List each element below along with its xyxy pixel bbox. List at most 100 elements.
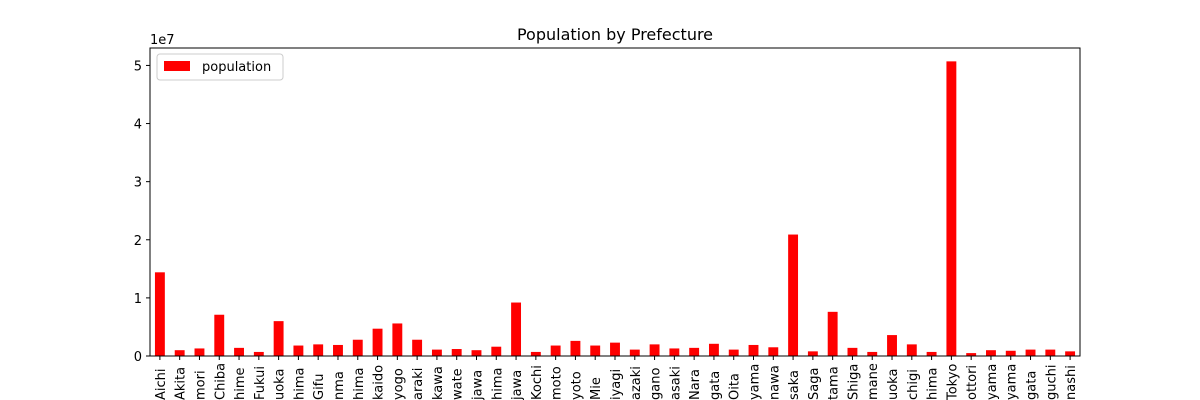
bar-tokyo [946,61,957,357]
bar-kagawa [471,350,482,356]
legend-label-population: population [202,60,271,75]
bar-iwate [451,349,462,356]
x-tick-label-saga: Saga [807,368,822,400]
y-tick-label: 3 [134,176,142,191]
x-tick-label-okinawa: nawa [767,365,782,400]
x-tick-label-aichi: Aichi [154,368,169,400]
x-tick-label-shizuoka: uoka [886,369,901,400]
x-tick-label-saitama: tama [827,366,842,400]
x-tick-label-fukushima: hima [292,368,307,400]
bar-ishikawa [431,349,442,356]
x-tick-label-osaka: saka [787,370,802,400]
bar-tochigi [906,344,917,356]
bar-hiroshima [352,339,363,356]
x-tick-label-niigata: gata [708,371,723,400]
x-tick-label-nagasaki: asaki [668,366,683,400]
y-axis-offset-label: 1e7 [150,33,175,48]
bar-miyagi [610,342,620,356]
x-tick-label-kochi: Kochi [530,365,545,400]
bar-kagoshima [491,346,502,356]
bar-fukuoka [273,321,284,356]
bar-shiga [847,347,858,356]
bar-aomori [194,348,205,356]
bar-saitama [827,311,838,356]
x-tick-label-tottori: ottori [965,365,980,400]
x-tick-label-tokushima: hima [926,368,941,400]
plot-frame [149,47,1081,357]
bar-nagasaki [669,348,680,356]
x-tick-label-ibaraki: araki [411,368,426,400]
y-tick-label: 2 [134,234,142,249]
x-tick-label-tokyo: Tokyo [945,364,960,400]
bar-niigata [708,343,719,356]
bar-shizuoka [887,335,897,356]
x-tick-label-miyagi: iyagi [609,369,624,400]
x-tick-label-akita: Akita [174,367,189,400]
x-tick-label-yamaguchi: guchi [1044,365,1059,400]
x-tick-label-gifu: Gifu [312,373,327,400]
bar-ibaraki [412,339,423,356]
y-tick-label: 5 [134,59,142,74]
x-tick-label-kumamoto: moto [550,366,565,400]
x-tick-label-tochigi: chigi [906,369,921,400]
legend-box [156,53,284,81]
x-tick-label-hokkaido: kaido [372,365,387,400]
bar-tokushima [926,351,937,356]
x-tick-label-okayama: yama [748,364,763,400]
bar-okayama [748,344,759,356]
bar-miyazaki [629,349,640,356]
bar-okinawa [768,347,779,356]
bar-yamanashi [1065,351,1076,356]
bar-hyogo [392,323,403,356]
x-tick-label-aomori: mori [193,370,208,400]
y-tick-label: 0 [134,350,142,365]
bar-oita [728,349,739,356]
legend-swatch-population [164,61,190,71]
bar-nara [689,347,700,356]
x-tick-label-iwate: wate [451,368,466,400]
x-tick-label-yamanashi: nashi [1064,365,1079,400]
bar-shimane [867,351,878,356]
x-tick-label-fukui: Fukui [253,366,268,400]
x-tick-label-wakayama: yama [1005,364,1020,400]
x-tick-label-fukuoka: uoka [273,369,288,400]
bar-kochi [530,351,541,356]
bar-mie [590,345,601,356]
x-tick-label-kyoto: yoto [569,371,584,400]
x-tick-label-toyama: yama [985,364,1000,400]
bar-toyama [986,350,996,356]
bar-ehime [234,347,244,356]
x-tick-label-shiga: Shiga [846,364,861,400]
bar-saga [807,351,818,356]
x-tick-label-chiba: Chiba [213,363,228,400]
bar-osaka [788,234,799,356]
bar-nagano [649,344,660,356]
bar-tottori [966,353,977,356]
x-tick-label-shimane: mane [866,363,881,400]
bar-fukui [253,351,264,356]
bars-group [154,61,1076,357]
y-axis: 0 1 2 3 4 5 [134,59,150,365]
x-tick-label-kanagawa: jawa [510,370,525,400]
x-tick-label-mie: Mie [589,377,604,400]
x-tick-label-hiroshima: hima [352,368,367,400]
y-tick-label: 4 [134,118,142,133]
x-tick-label-hyogo: yogo [391,368,406,400]
x-tick-label-nara: Nara [688,369,703,400]
bar-yamaguchi [1045,349,1056,356]
bar-chiba [214,314,225,356]
x-tick-label-gunma: nma [332,371,347,400]
bar-wakayama [1005,350,1016,356]
legend: population [156,53,284,81]
bar-gifu [313,344,324,356]
x-axis: Aichi Akita mori Chiba hime Fukui uoka hima Gifu… [154,356,1079,400]
bar-fukushima [293,345,304,356]
x-tick-label-kagoshima: hima [490,368,505,400]
x-tick-label-ehime: hime [233,367,248,400]
x-tick-label-yamagata: gata [1025,371,1040,400]
bar-akita [174,350,185,356]
bar-yamagata [1025,349,1036,356]
bar-kyoto [570,340,581,356]
x-tick-label-miyazaki: azaki [629,366,644,400]
